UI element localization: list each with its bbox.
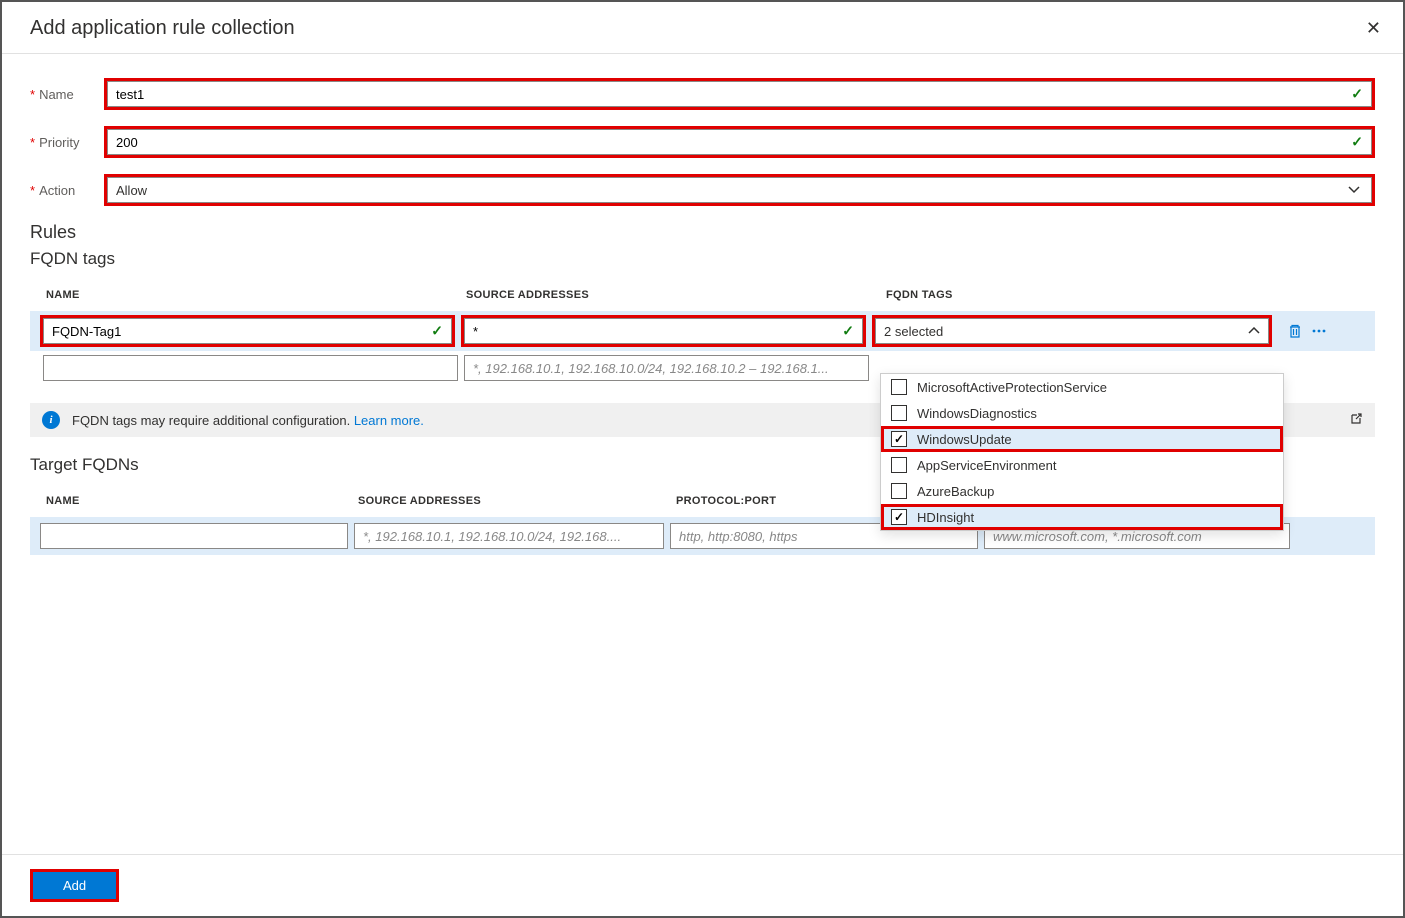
dropdown-option[interactable]: MicrosoftActiveProtectionService	[881, 374, 1283, 400]
checkbox-icon	[891, 379, 907, 395]
action-select-wrap: Allow	[104, 174, 1375, 206]
fqdn-tags-title: FQDN tags	[30, 249, 1375, 269]
cell-source-wrap: ✓	[461, 315, 866, 347]
checkbox-icon	[891, 509, 907, 525]
dropdown-option-label: MicrosoftActiveProtectionService	[917, 380, 1107, 395]
fqdn-source-input[interactable]	[464, 318, 863, 344]
check-icon: ✓	[1351, 134, 1363, 151]
priority-input-wrap: ✓	[104, 126, 1375, 158]
name-row: *Name ✓	[30, 78, 1375, 110]
priority-label: *Priority	[30, 135, 104, 150]
dropdown-option-label: WindowsDiagnostics	[917, 406, 1037, 421]
fcol-source: SOURCE ADDRESSES	[358, 495, 676, 507]
target-source-input[interactable]	[354, 523, 664, 549]
cell-name-wrap: ✓	[40, 315, 455, 347]
dropdown-option[interactable]: WindowsUpdate	[881, 426, 1283, 452]
name-input-wrap: ✓	[104, 78, 1375, 110]
dropdown-option[interactable]: AppServiceEnvironment	[881, 452, 1283, 478]
dropdown-option-label: AppServiceEnvironment	[917, 458, 1056, 473]
cell-source-2	[464, 355, 869, 381]
add-button-highlight: Add	[30, 869, 119, 902]
action-label: *Action	[30, 183, 104, 198]
dropdown-option[interactable]: AzureBackup	[881, 478, 1283, 504]
popout-icon[interactable]	[1349, 412, 1363, 429]
fqdn-table-header: NAME SOURCE ADDRESSES FQDN TAGS	[30, 283, 1375, 311]
action-value: Allow	[116, 183, 147, 198]
action-row: *Action Allow	[30, 174, 1375, 206]
add-button[interactable]: Add	[33, 872, 116, 899]
checkbox-icon	[891, 405, 907, 421]
chevron-up-icon	[1248, 327, 1260, 335]
target-name-input[interactable]	[40, 523, 348, 549]
cell-name-2	[43, 355, 458, 381]
delete-icon[interactable]	[1286, 322, 1304, 340]
fqdn-name-input[interactable]	[43, 318, 452, 344]
fqdn-tags-dropdown-panel: MicrosoftActiveProtectionService WindowsD…	[880, 373, 1284, 531]
col-source: SOURCE ADDRESSES	[466, 289, 886, 301]
dropdown-option[interactable]: WindowsDiagnostics	[881, 400, 1283, 426]
close-icon[interactable]: ✕	[1362, 14, 1385, 43]
fqdn-name-input-2[interactable]	[43, 355, 458, 381]
tags-selected-text: 2 selected	[884, 324, 943, 339]
action-select[interactable]: Allow	[107, 177, 1372, 203]
dialog-header: Add application rule collection ✕	[2, 2, 1403, 54]
dialog-footer: Add	[2, 854, 1403, 916]
checkbox-icon	[891, 483, 907, 499]
dropdown-option-label: AzureBackup	[917, 484, 994, 499]
learn-more-link[interactable]: Learn more.	[354, 413, 424, 428]
checkbox-icon	[891, 431, 907, 447]
cell-tags-wrap: 2 selected	[872, 315, 1272, 347]
name-label: *Name	[30, 87, 104, 102]
fqdn-tags-dropdown[interactable]: 2 selected	[875, 318, 1269, 344]
info-icon: i	[42, 411, 60, 429]
rules-title: Rules	[30, 222, 1375, 243]
col-tags: FQDN TAGS	[886, 289, 1306, 301]
check-icon: ✓	[1351, 86, 1363, 103]
check-icon: ✓	[842, 323, 854, 340]
name-input[interactable]	[107, 81, 1372, 107]
check-icon: ✓	[431, 323, 443, 340]
more-icon[interactable]	[1310, 322, 1328, 340]
fqdn-row-1: ✓ ✓ 2 selected	[30, 311, 1375, 351]
priority-input[interactable]	[107, 129, 1372, 155]
fcell-name	[40, 523, 348, 549]
dropdown-option[interactable]: HDInsight	[881, 504, 1283, 530]
row-actions	[1286, 322, 1328, 340]
dialog-title: Add application rule collection	[30, 17, 295, 40]
dropdown-option-label: HDInsight	[917, 510, 974, 525]
col-name: NAME	[46, 289, 466, 301]
priority-row: *Priority ✓	[30, 126, 1375, 158]
checkbox-icon	[891, 457, 907, 473]
fcell-source	[354, 523, 664, 549]
dropdown-option-label: WindowsUpdate	[917, 432, 1012, 447]
fcol-name: NAME	[46, 495, 358, 507]
fqdn-source-input-2[interactable]	[464, 355, 869, 381]
